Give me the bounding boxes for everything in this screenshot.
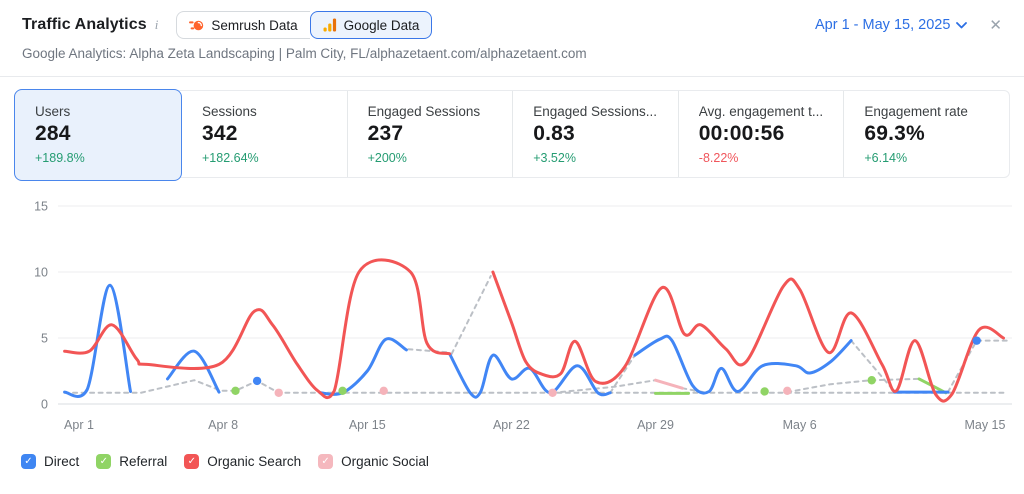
series-line-direct — [166, 349, 221, 394]
data-point-direct[interactable] — [972, 336, 981, 345]
google-data-button[interactable]: Google Data — [309, 11, 433, 39]
series-line-direct — [633, 334, 853, 395]
checkbox-icon[interactable]: ✓ — [184, 454, 200, 469]
metric-delta: +182.64% — [202, 151, 259, 165]
metric-value: 342 — [202, 122, 238, 145]
info-icon[interactable]: i — [154, 17, 159, 32]
legend-item-direct[interactable]: ✓ Direct — [21, 454, 79, 469]
metric-value: 69.3% — [864, 122, 925, 145]
metric-value: 0.83 — [533, 122, 575, 145]
x-tick-label: May 6 — [783, 418, 817, 432]
chart-legend: ✓ Direct ✓ Referral ✓ Organic Search ✓ Organic … — [0, 454, 1024, 469]
x-tick-label: Apr 1 — [64, 418, 94, 432]
page-title: Traffic Analytics — [22, 16, 147, 33]
metric-label: Users — [35, 104, 71, 119]
date-range-label: Apr 1 - May 15, 2025 — [815, 17, 951, 33]
metric-delta: +3.52% — [533, 151, 576, 165]
checkbox-icon[interactable]: ✓ — [21, 454, 36, 469]
series-line-gap-bridge-no-data — [63, 379, 1009, 394]
date-range-selector[interactable]: Apr 1 - May 15, 2025 — [815, 17, 968, 33]
x-tick-label: May 15 — [964, 418, 1005, 432]
data-point-organic-social[interactable] — [783, 386, 792, 395]
property-subtitle: Google Analytics: Alpha Zeta Landscaping… — [0, 46, 1024, 77]
metric-label: Engagement rate — [864, 104, 968, 119]
data-point-referral[interactable] — [867, 376, 876, 385]
x-tick-label: Apr 15 — [349, 418, 386, 432]
series-line-gap-bridge-no-data — [450, 275, 492, 355]
series-line-organic-search — [63, 258, 452, 400]
legend-item-organic-social[interactable]: ✓ Organic Social — [318, 454, 429, 469]
metric-card-avg-engagement-t[interactable]: Avg. engagement t... 00:00:56 -8.22% — [677, 91, 844, 177]
google-data-label: Google Data — [343, 17, 420, 33]
metric-label: Engaged Sessions... — [533, 104, 658, 119]
y-tick-label: 10 — [34, 266, 48, 280]
y-tick-label: 15 — [34, 200, 48, 214]
legend-label: Referral — [119, 454, 168, 469]
metric-card-engaged-sessions[interactable]: Engaged Sessions... 0.83 +3.52% — [512, 91, 678, 177]
metric-label: Sessions — [202, 104, 257, 119]
series-line-gap-bridge-no-data — [609, 354, 636, 394]
checkbox-icon[interactable]: ✓ — [318, 454, 334, 469]
series-line-direct — [448, 352, 612, 399]
metric-value: 237 — [367, 122, 404, 145]
metric-delta: +6.14% — [864, 151, 908, 165]
series-line-organic-social — [654, 378, 684, 390]
series-line-gap-bridge-no-data — [786, 377, 921, 394]
data-point-referral[interactable] — [760, 387, 769, 396]
metric-label: Engaged Sessions — [367, 104, 481, 119]
metric-cards-row: Users 284 +189.8% Sessions 342 +182.64% Engage… — [14, 89, 1010, 181]
chart-area: 0 5 10 15 Apr 1 Apr 8 Apr 15 Apr 22 Apr 29 May 6 M… — [0, 188, 1024, 445]
x-tick-label: Apr 29 — [637, 418, 674, 432]
semrush-data-button[interactable]: Semrush Data — [176, 11, 310, 39]
metric-delta: +200% — [367, 151, 407, 165]
legend-label: Organic Search — [207, 454, 302, 469]
y-tick-label: 5 — [41, 332, 48, 346]
metric-card-engaged-sessions[interactable]: Engaged Sessions 237 +200% — [346, 91, 513, 177]
semrush-data-label: Semrush Data — [211, 17, 298, 33]
metric-delta: +189.8% — [35, 151, 85, 165]
metric-label: Avg. engagement t... — [698, 104, 824, 119]
legend-label: Direct — [44, 454, 80, 469]
metric-card-engagement-rate[interactable]: Engagement rate 69.3% +6.14% — [843, 91, 1009, 177]
metric-value: 00:00:56 — [698, 122, 785, 145]
google-analytics-bars-icon — [323, 18, 337, 32]
series-line-organic-search — [491, 270, 1005, 403]
chevron-down-icon — [956, 21, 968, 29]
metric-card-sessions[interactable]: Sessions 342 +182.64% — [182, 91, 347, 177]
legend-label: Organic Social — [341, 454, 429, 469]
semrush-logo-icon — [189, 18, 204, 33]
data-point-organic-social[interactable] — [548, 388, 557, 397]
traffic-chart: 0 5 10 15 Apr 1 Apr 8 Apr 15 Apr 22 Apr 29 May 6 M… — [34, 200, 1012, 432]
series-line-gap-bridge-no-data — [850, 339, 896, 393]
series-line-gap-bridge-no-data — [551, 379, 657, 394]
close-icon[interactable]: ✕ — [989, 17, 1002, 34]
x-tick-label: Apr 8 — [208, 418, 238, 432]
metric-value: 284 — [35, 122, 71, 145]
y-tick-label: 0 — [41, 398, 48, 412]
metric-card-users[interactable]: Users 284 +189.8% — [14, 89, 182, 181]
x-tick-label: Apr 22 — [493, 418, 530, 432]
data-point-direct[interactable] — [252, 376, 262, 386]
data-point-referral[interactable] — [338, 386, 347, 395]
series-line-direct — [318, 337, 408, 396]
data-point-organic-social[interactable] — [379, 386, 388, 395]
legend-item-organic-search[interactable]: ✓ Organic Search — [184, 454, 301, 469]
data-point-referral[interactable] — [231, 386, 240, 395]
data-point-organic-social[interactable] — [274, 388, 283, 397]
legend-item-referral[interactable]: ✓ Referral — [96, 454, 167, 469]
metric-delta: -8.22% — [698, 151, 739, 165]
checkbox-icon[interactable]: ✓ — [96, 454, 112, 469]
data-source-toggle: Semrush Data Google Data — [176, 11, 433, 39]
header: Traffic Analytics i Semrush Data — [0, 0, 1024, 77]
